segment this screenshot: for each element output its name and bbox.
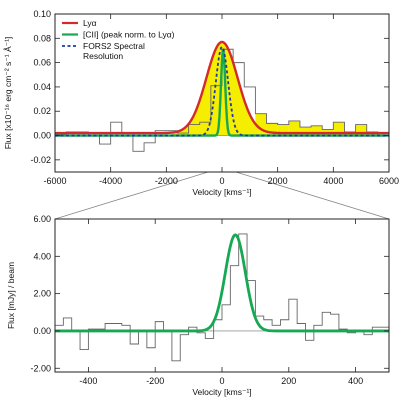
series-line	[55, 45, 389, 137]
x-tick-label: 0	[219, 176, 224, 186]
x-tick-label: -2000	[155, 176, 178, 186]
y-tick-label: 4.00	[33, 251, 51, 261]
y-tick-label: 0.02	[33, 106, 51, 116]
x-tick-label: 2000	[268, 176, 288, 186]
excess-fill-bar	[333, 122, 345, 136]
y-tick-label: 6.00	[33, 214, 51, 224]
data-histogram	[55, 233, 389, 362]
x-tick-label: -400	[79, 376, 97, 386]
excess-fill-bar	[299, 127, 312, 136]
x-tick-label: -200	[146, 376, 164, 386]
excess-fill-bar	[311, 125, 323, 136]
y-tick-label: 2.00	[33, 289, 51, 299]
y-tick-label: -0.02	[30, 155, 51, 165]
y-axis-label: Flux [mJy] / beam	[6, 262, 16, 329]
y-tick-label: 0.04	[33, 82, 51, 92]
legend-label: Lyα	[83, 18, 97, 28]
y-tick-label: 0.00	[33, 326, 51, 336]
zoom-connector-right	[235, 171, 390, 220]
legend-label: [CII] (peak norm. to Lyα)	[83, 30, 175, 40]
x-tick-label: 4000	[323, 176, 343, 186]
x-tick-label: 200	[281, 376, 296, 386]
series-line	[55, 40, 389, 135]
legend-label: FORS2 Spectral	[83, 41, 145, 51]
y-tick-label: 0.06	[33, 58, 51, 68]
top-panel-lya-spectrum: -6000 -4000 -2000 0 2000 4000 6000 -0.02 0.00 0.0…	[3, 9, 399, 197]
lya-fill-area	[171, 41, 273, 136]
excess-fill-bar	[288, 120, 300, 136]
y-tick-label: 0.00	[33, 131, 51, 141]
x-axis-label: Velocity [kms⁻¹]	[192, 187, 251, 197]
zoom-connector-left	[54, 171, 209, 220]
zoom-connector-lines	[54, 171, 390, 220]
x-tick-label: -4000	[99, 176, 122, 186]
legend-label-line2: Resolution	[83, 51, 123, 61]
excess-fill-bar	[355, 124, 367, 136]
y-tick-label: 0.10	[33, 9, 51, 19]
bottom-panel-cii-spectrum: -400 -200 0 200 400 -2.00 0.00 2.00 4.00 6.00 Velo…	[6, 214, 390, 397]
excess-fill-bar	[255, 113, 267, 136]
x-tick-label: 0	[219, 376, 224, 386]
x-tick-label: 6000	[379, 176, 399, 186]
excess-fill-bar	[277, 124, 289, 136]
excess-fill-bar	[266, 123, 278, 136]
x-tick-label: 400	[348, 376, 363, 386]
series-line	[55, 233, 389, 333]
y-axis-label: Flux [x10⁻¹⁶ erg cm⁻² s⁻¹ Å⁻¹]	[3, 37, 13, 150]
y-tick-label: 0.08	[33, 33, 51, 43]
y-tick-label: -2.00	[30, 363, 51, 373]
x-axis-label: Velocity [kms⁻¹]	[192, 387, 251, 397]
x-tick-label: -6000	[43, 176, 66, 186]
